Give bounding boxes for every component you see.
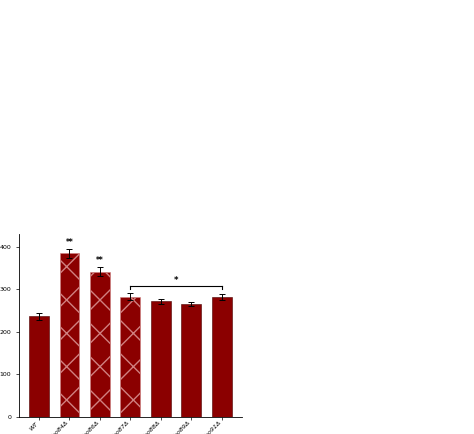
Bar <box>151 301 171 417</box>
Text: *: * <box>174 276 178 285</box>
Text: **: ** <box>65 238 73 247</box>
Bar <box>29 316 49 417</box>
Bar <box>90 272 110 417</box>
Bar <box>212 297 232 417</box>
Bar <box>60 253 79 417</box>
Bar <box>120 297 140 417</box>
Text: **: ** <box>96 256 104 265</box>
Bar <box>182 304 201 417</box>
